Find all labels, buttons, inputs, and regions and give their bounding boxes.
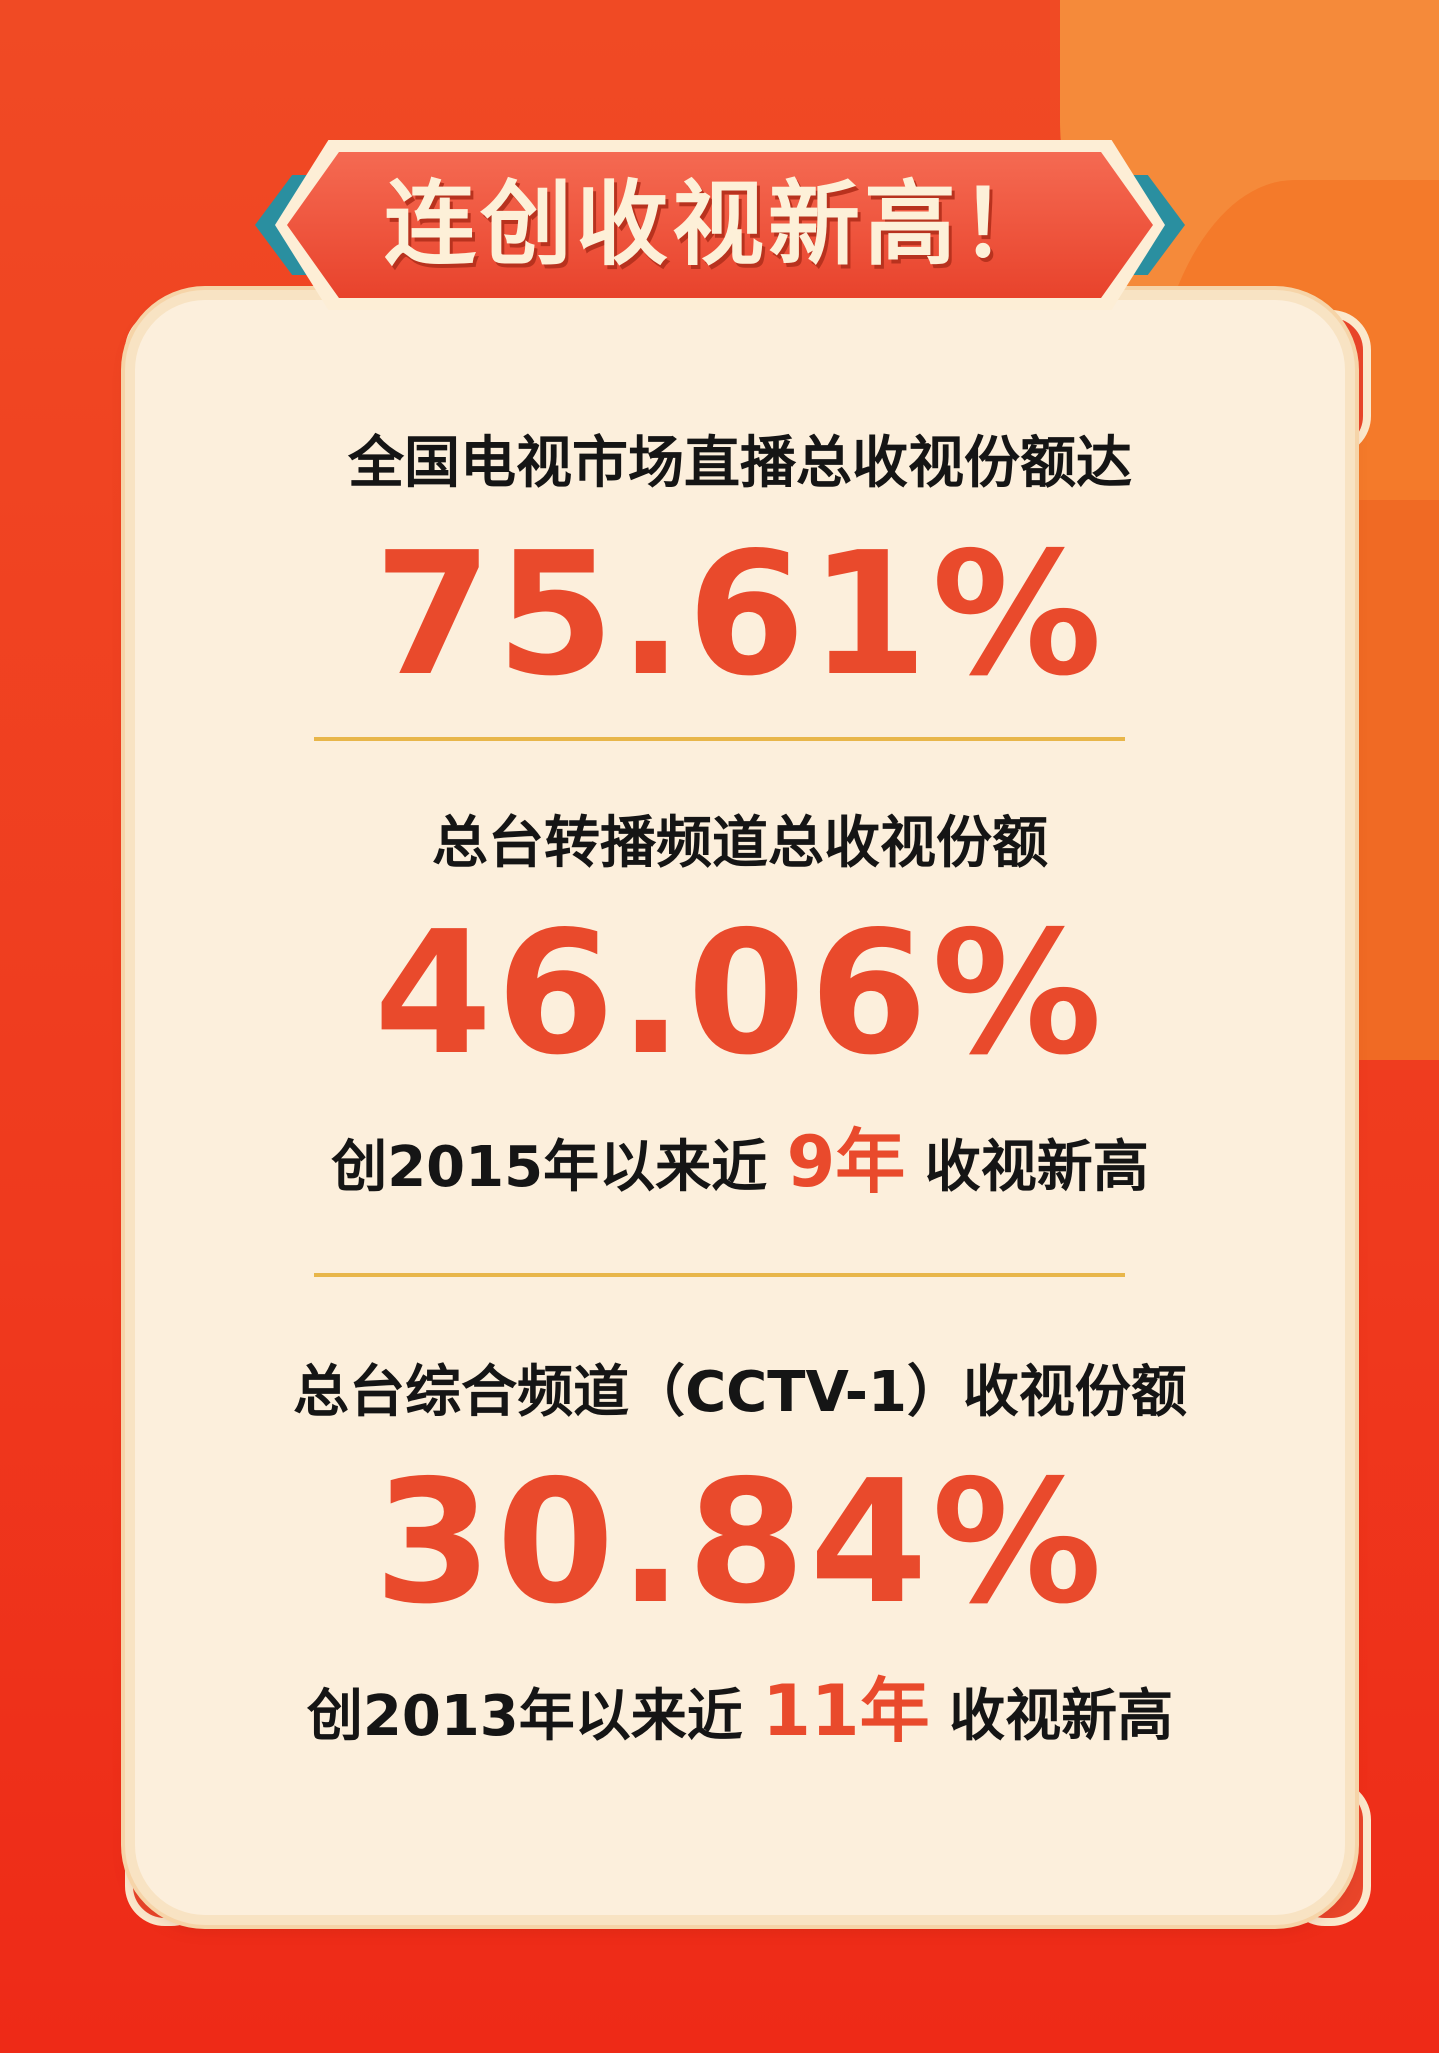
section-value: 75.61% xyxy=(373,516,1107,714)
divider xyxy=(314,737,1125,741)
section-value: 46.06% xyxy=(373,895,1107,1093)
section-label: 总台综合频道（CCTV-1）收视份额 xyxy=(293,1360,1187,1425)
note-prefix: 创2013年以来近 xyxy=(306,1684,743,1749)
divider xyxy=(314,1273,1125,1277)
section-value: 30.84% xyxy=(373,1444,1107,1642)
section-label: 全国电视市场直播总收视份额达 xyxy=(348,431,1132,496)
banner-title: 连创收视新高！ xyxy=(383,171,1056,278)
note-suffix: 收视新高 xyxy=(949,1684,1174,1749)
note-prefix: 创2015年以来近 xyxy=(331,1135,768,1200)
title-banner: 连创收视新高！ xyxy=(255,140,1185,315)
note-highlight: 9年 xyxy=(786,1121,906,1203)
note-highlight: 11年 xyxy=(762,1670,930,1752)
section-note: 创2013年以来近 11年 收视新高 xyxy=(135,1676,1345,1752)
note-suffix: 收视新高 xyxy=(924,1135,1149,1200)
stats-card xyxy=(135,300,1345,1915)
banner-plate xyxy=(287,152,1153,298)
section-label: 总台转播频道总收视份额 xyxy=(432,811,1048,876)
section-note: 创2015年以来近 9年 收视新高 xyxy=(135,1127,1345,1203)
